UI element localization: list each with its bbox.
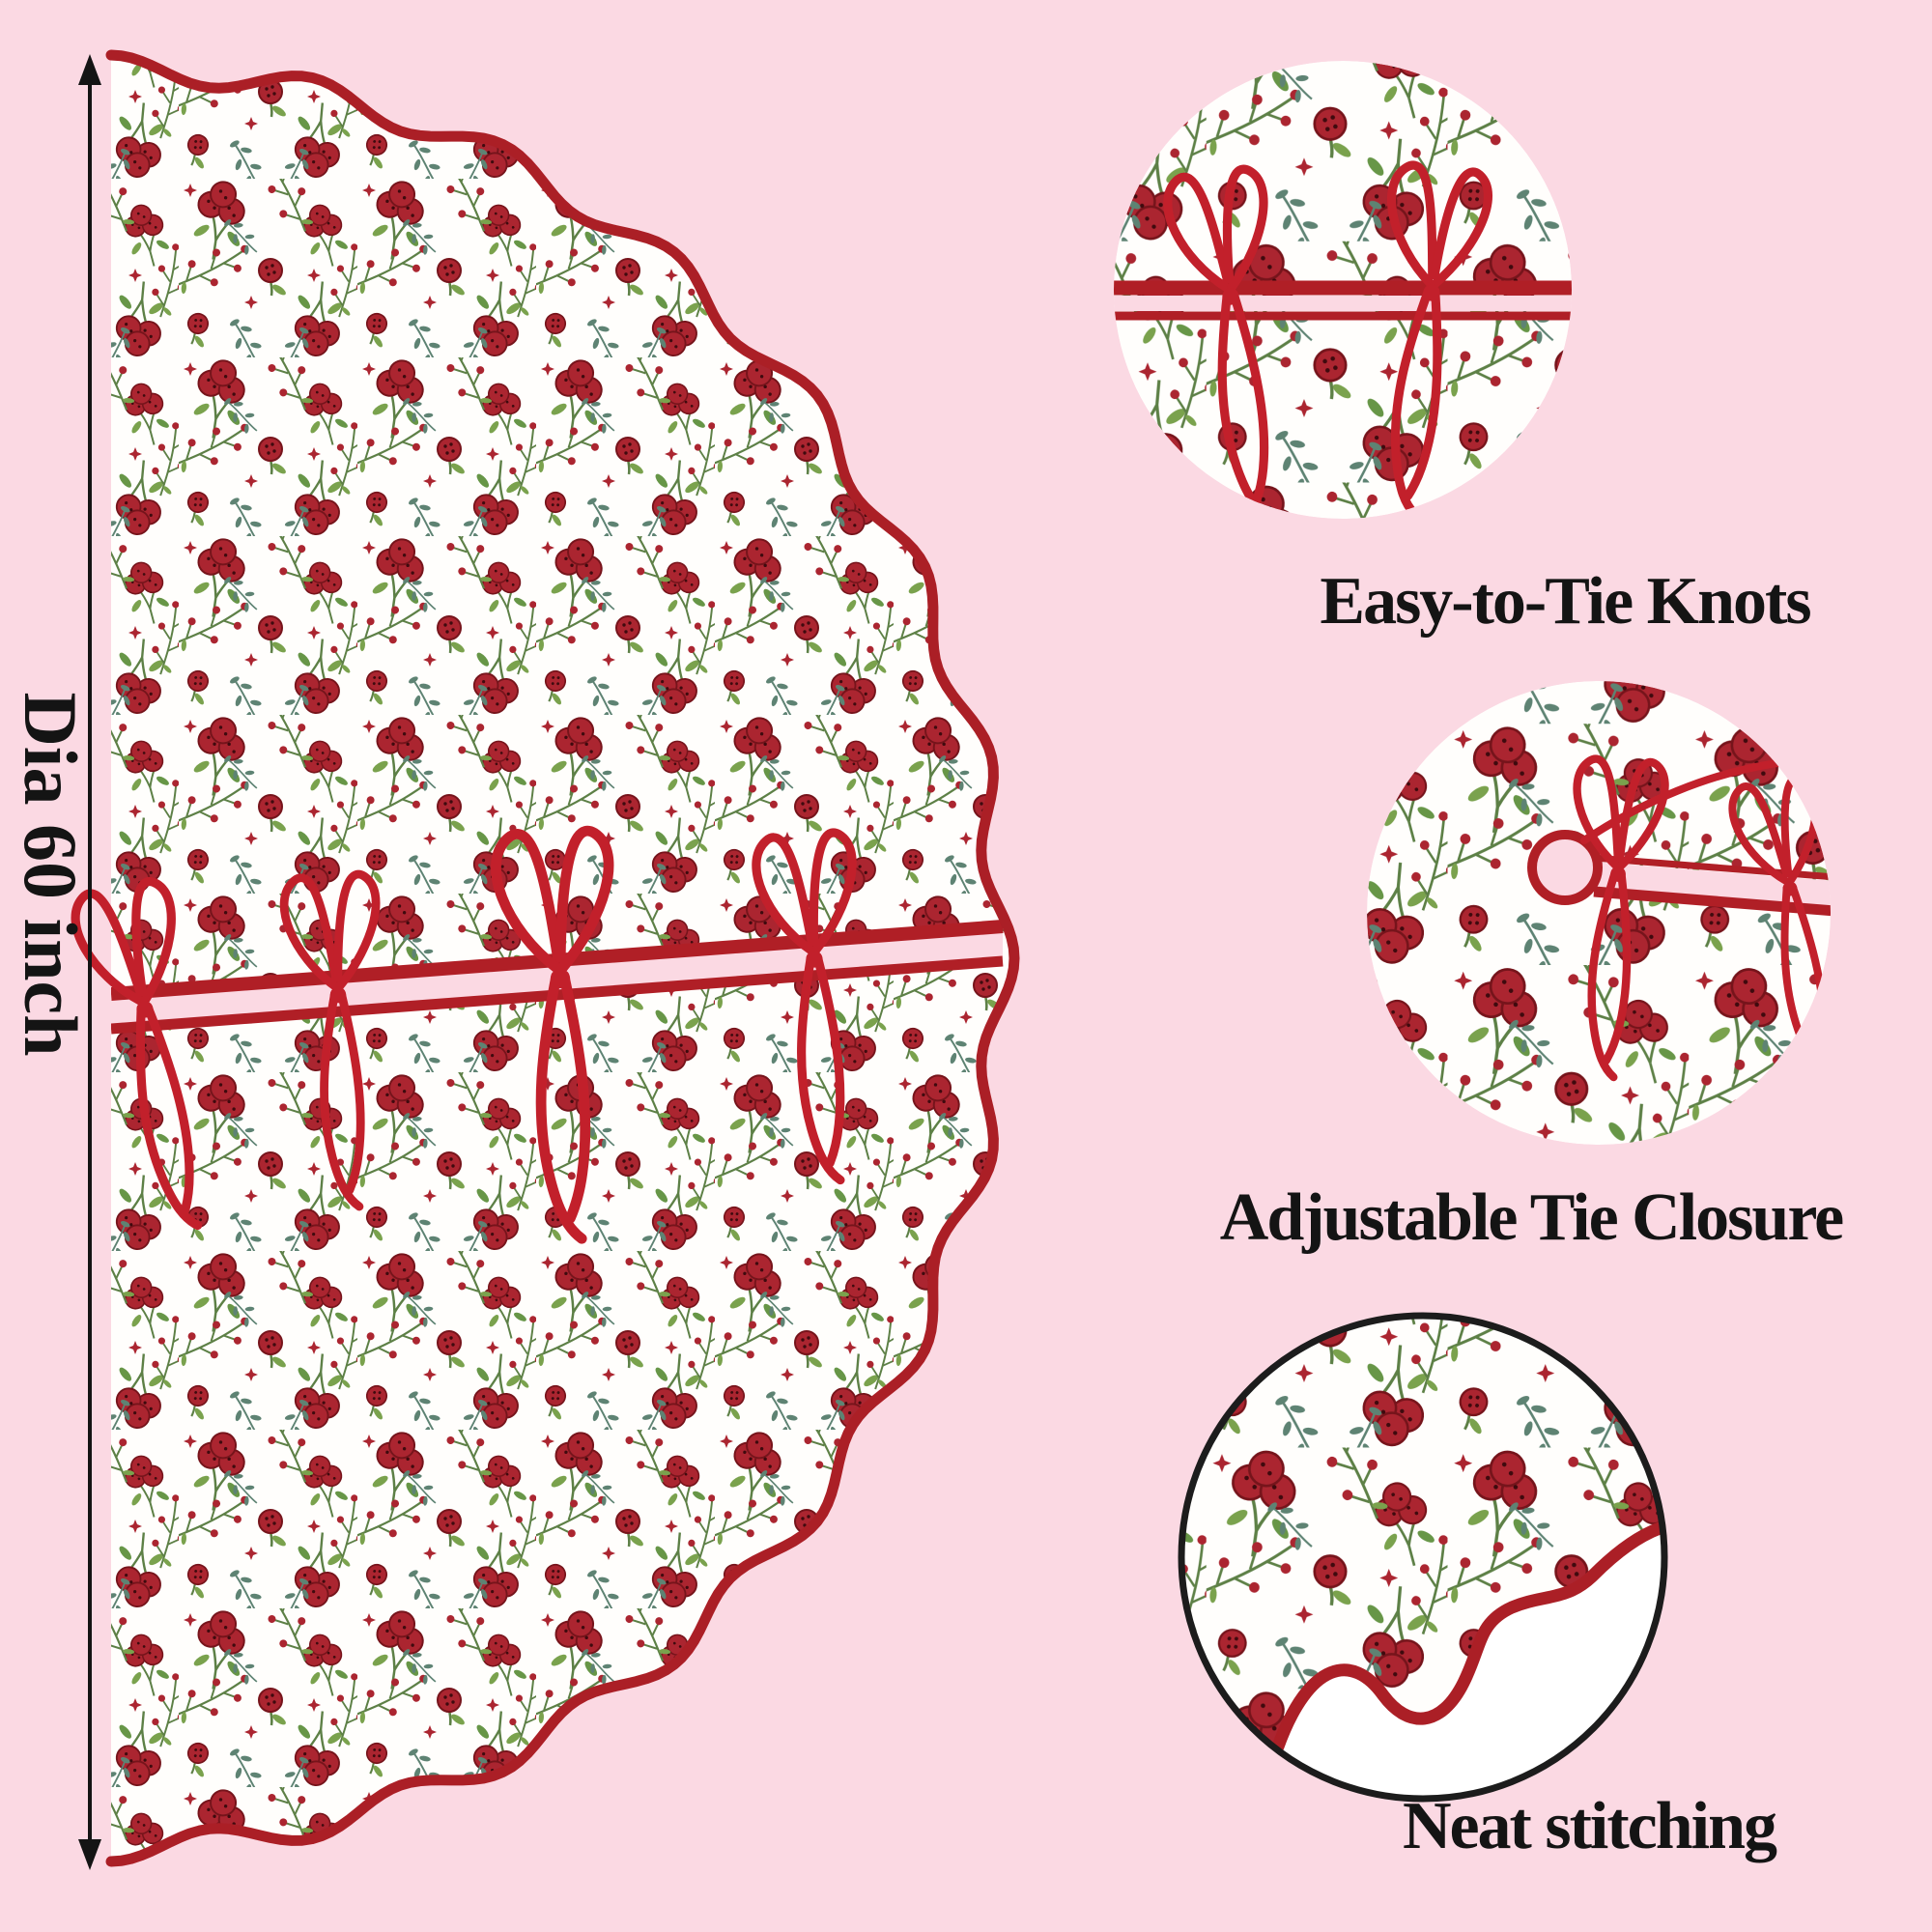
dimension-label: Dia 60 inch [9, 692, 93, 1056]
detail-circle-tie-closure: Adjustable Tie Closure [1220, 681, 1845, 1255]
detail-circle-knots: Easy-to-Tie Knots [1114, 61, 1812, 639]
caption-adjustable-tie-closure: Adjustable Tie Closure [1220, 1180, 1843, 1255]
arrowhead-down-icon [78, 1839, 101, 1870]
tree-skirt-half [71, 49, 1020, 1867]
closure-detail-fabric [1367, 681, 1831, 1145]
knots-slit [1114, 296, 1572, 311]
detail-circle-stitching: Neat stitching [1178, 1312, 1779, 1863]
closure-slit [1594, 862, 1831, 906]
closure-binding-bottom [1593, 886, 1831, 917]
stitching-piping-edge [1271, 1521, 1664, 1753]
caption-easy-tie-knots: Easy-to-Tie Knots [1320, 564, 1810, 639]
stitching-detail-fabric [1181, 1316, 1664, 1747]
trunk-hole [1527, 830, 1603, 905]
caption-neat-stitching: Neat stitching [1403, 1789, 1777, 1863]
tie-strand [1580, 759, 1781, 844]
detail-circle-outline [1178, 1312, 1668, 1803]
scalloped-edge-piping [105, 49, 1020, 1867]
arrowhead-up-icon [78, 54, 101, 85]
dimension-annotation: Dia 60 inch [9, 54, 101, 1870]
